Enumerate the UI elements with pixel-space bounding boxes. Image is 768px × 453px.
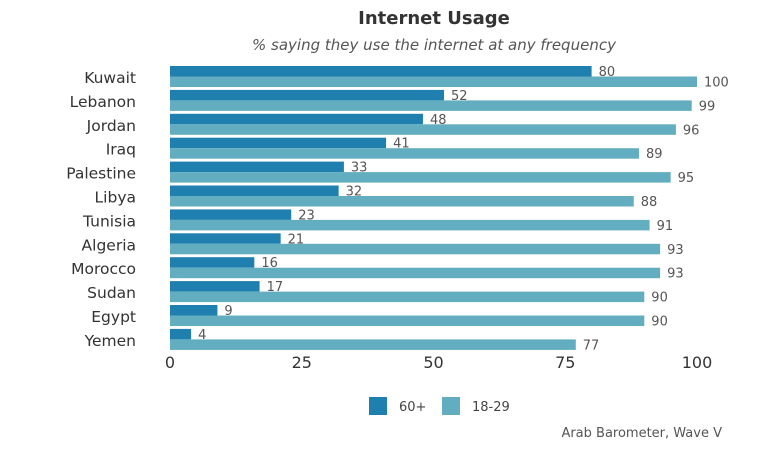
bar: [170, 257, 255, 268]
bar: [170, 161, 344, 173]
data-label: 99: [699, 99, 716, 114]
bar: [170, 196, 634, 207]
data-label: 21: [288, 232, 305, 247]
category-label: Lebanon: [70, 93, 136, 111]
category-label: Palestine: [66, 165, 136, 183]
bar: [170, 137, 387, 149]
bar: [170, 113, 423, 125]
chart-subtitle: % saying they use the internet at any fr…: [252, 36, 616, 54]
source-note: Arab Barometer, Wave V: [561, 426, 722, 441]
category-label: Tunisia: [82, 212, 136, 230]
category-label: Egypt: [91, 308, 136, 326]
data-label: 4: [198, 328, 206, 343]
bar: [170, 267, 661, 279]
data-label: 96: [683, 123, 700, 138]
category-label: Sudan: [87, 284, 136, 302]
bar: [170, 185, 339, 196]
bar: [170, 305, 218, 316]
x-tick-label: 75: [555, 353, 575, 372]
legend-swatch: [442, 397, 460, 415]
category-labels: Kuwait Lebanon Jordan Iraq Palestine Libya Tun…: [66, 69, 136, 350]
bar: [170, 89, 445, 101]
data-label: 89: [646, 147, 663, 162]
bar: [170, 233, 281, 244]
bar: [170, 281, 260, 292]
bar: [170, 76, 697, 87]
bar: [170, 291, 645, 303]
x-tick-label: 50: [423, 353, 443, 372]
bar: [170, 315, 645, 326]
bar: [170, 243, 661, 255]
legend-label: 60+: [399, 400, 426, 415]
chart-title: Internet Usage: [358, 8, 510, 29]
data-label: 23: [298, 208, 315, 223]
data-label: 17: [267, 280, 284, 295]
data-label: 91: [657, 219, 674, 234]
data-label: 100: [704, 76, 729, 91]
category-label: Iraq: [106, 141, 136, 159]
category-label: Yemen: [84, 332, 136, 350]
data-label: 93: [667, 243, 684, 258]
x-tick-label: 100: [682, 353, 713, 372]
x-tick-label: 25: [292, 353, 312, 372]
bar: [170, 328, 192, 340]
bar: [170, 339, 576, 350]
category-label: Algeria: [82, 236, 136, 254]
bar: [170, 172, 671, 183]
data-label: 77: [583, 338, 600, 353]
data-label: 48: [430, 113, 447, 128]
value-labels: 80 100 52 99 48 96 41 89 33 95 32 88 23 91 21 93 16 93 17 9…: [198, 65, 729, 353]
category-label: Morocco: [71, 260, 136, 278]
data-label: 90: [651, 291, 668, 306]
data-label: 93: [667, 267, 684, 282]
data-label: 52: [451, 89, 468, 104]
legend: 60+ 18-29: [369, 397, 510, 415]
bar: [170, 148, 640, 159]
bar: [170, 100, 692, 111]
data-label: 9: [224, 304, 232, 319]
data-label: 41: [393, 137, 410, 152]
bar: [170, 124, 676, 135]
data-label: 88: [641, 195, 658, 210]
x-axis: 0 25 50 75 100: [165, 353, 712, 372]
data-label: 32: [346, 185, 363, 200]
data-label: 33: [351, 161, 368, 176]
bar: [170, 219, 650, 231]
category-label: Kuwait: [84, 69, 136, 87]
x-tick-label: 0: [165, 353, 175, 372]
data-label: 90: [651, 315, 668, 330]
legend-label: 18-29: [472, 400, 510, 415]
category-label: Libya: [95, 189, 136, 207]
data-label: 80: [599, 65, 616, 80]
category-label: Jordan: [86, 117, 136, 135]
bars: [170, 66, 697, 350]
bar: [170, 209, 292, 220]
legend-swatch: [369, 397, 387, 415]
data-label: 95: [678, 171, 695, 186]
data-label: 16: [261, 256, 278, 271]
bar: [170, 66, 592, 77]
